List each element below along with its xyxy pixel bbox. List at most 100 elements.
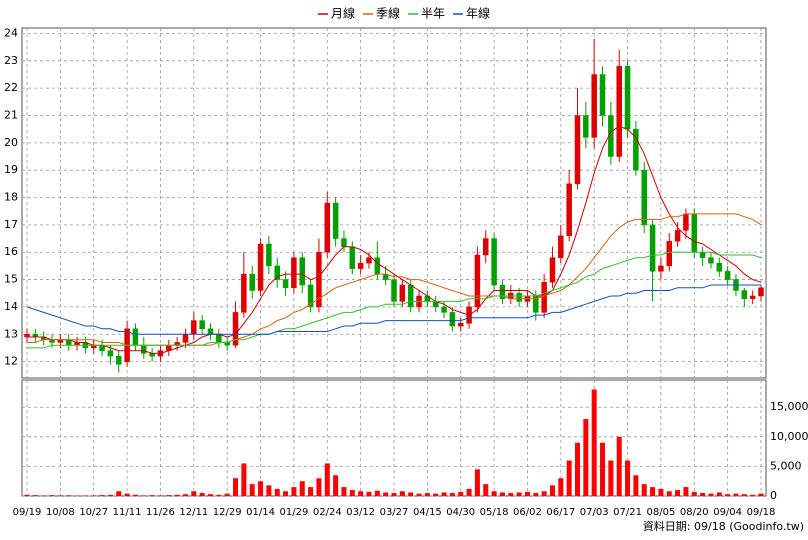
x-tick-label: 03/12 [346, 507, 375, 518]
volume-bar [374, 490, 380, 496]
x-tick-label: 01/14 [246, 507, 275, 518]
candle-body [649, 224, 656, 272]
x-tick-label: 05/18 [480, 507, 509, 518]
volume-bar [483, 484, 489, 496]
volume-bar [491, 491, 497, 496]
y-tick-label: 24 [4, 26, 18, 39]
volume-bar [591, 389, 597, 496]
volume-bar [733, 493, 739, 496]
volume-bar [499, 492, 505, 496]
candle-body [182, 334, 189, 343]
volume-bar [583, 419, 589, 496]
candle-body [341, 238, 347, 247]
candle-body [407, 284, 414, 308]
candle-body [641, 169, 647, 226]
volume-bar [516, 492, 522, 496]
volume-bar [524, 491, 530, 496]
volume-bar [658, 488, 664, 496]
x-tick-label: 04/30 [446, 507, 475, 518]
volume-bar [650, 487, 656, 496]
volume-bar [274, 488, 280, 496]
candle-body [107, 350, 114, 357]
x-tick-label: 07/03 [580, 507, 609, 518]
volume-bar [574, 442, 580, 496]
volume-bar [258, 481, 264, 496]
ma-line [27, 125, 762, 354]
candle-body [633, 128, 639, 171]
candle-body [616, 66, 622, 157]
candle-body [232, 312, 239, 346]
volume-bar [24, 494, 30, 496]
volume-bar [541, 491, 547, 496]
volume-bar [166, 495, 172, 496]
y-tick-label: 16 [4, 245, 18, 258]
candle-body [699, 251, 706, 258]
volume-bar [116, 491, 122, 496]
candle-body [574, 115, 581, 185]
y-tick-label: 17 [4, 218, 18, 231]
candle-body [199, 320, 205, 330]
volume-bar [566, 460, 572, 496]
x-tick-label: 01/29 [279, 507, 308, 518]
candle-body [491, 238, 497, 286]
volume-bar [358, 491, 364, 496]
volume-bar [449, 493, 455, 496]
x-tick-label: 07/21 [613, 507, 642, 518]
x-tick-label: 09/04 [713, 507, 742, 518]
volume-bar [458, 491, 464, 496]
volume-bar [174, 494, 180, 496]
footnote: 資料日期: 09/18 (Goodinfo.tw) [643, 519, 804, 533]
volume-bar [316, 478, 322, 496]
volume-bar [182, 494, 188, 496]
volume-bar [283, 491, 289, 496]
x-tick-label: 06/17 [546, 507, 575, 518]
volume-bar [625, 460, 631, 496]
x-tick-label: 09/19 [13, 507, 42, 518]
y-tick-label: 18 [4, 191, 18, 204]
volume-bar [349, 490, 355, 496]
x-tick-label: 10/27 [79, 507, 108, 518]
volume-bar [508, 493, 514, 496]
volume-bar [249, 484, 255, 496]
candle-body [674, 230, 681, 242]
volume-bar [391, 493, 397, 496]
candle-body [716, 262, 723, 272]
y-tick-label: 21 [4, 109, 18, 122]
volume-bar [233, 478, 239, 496]
legend-label: 季線 [376, 6, 400, 21]
candle-body [391, 279, 397, 302]
candle-body [241, 273, 247, 313]
volume-bar [324, 463, 330, 496]
volume-bar [82, 495, 88, 496]
volume-bar [191, 491, 197, 496]
x-tick-label: 11/26 [146, 507, 175, 518]
candle-body [749, 295, 756, 299]
volume-bar [299, 481, 305, 496]
legend: 月線 季線 半年 年線 [318, 6, 490, 21]
candle-body [691, 213, 698, 253]
candle-body [207, 328, 214, 335]
volume-bar [708, 493, 714, 496]
legend-label: 半年 [421, 7, 445, 21]
volume-bar [441, 492, 447, 496]
candle-body [741, 290, 748, 299]
candle-body [274, 265, 280, 280]
candle-body [116, 355, 122, 365]
volume-bar [49, 495, 55, 496]
volume-bar [700, 493, 706, 496]
candle-body [374, 257, 381, 275]
x-tick-label: 02/24 [313, 507, 342, 518]
volume-bar [91, 495, 97, 496]
candle-body [366, 257, 372, 264]
volume-bar [366, 491, 372, 496]
volume-bar [424, 493, 430, 496]
candle-body [549, 257, 556, 283]
volume-bar [199, 493, 205, 496]
volume-bar [416, 493, 422, 496]
candle-body [441, 306, 447, 313]
candle-body [324, 202, 331, 253]
x-tick-label: 11/11 [113, 507, 142, 518]
y-tick-label: 15 [4, 273, 18, 286]
candle-body [291, 257, 297, 289]
volume-bar [149, 495, 155, 496]
